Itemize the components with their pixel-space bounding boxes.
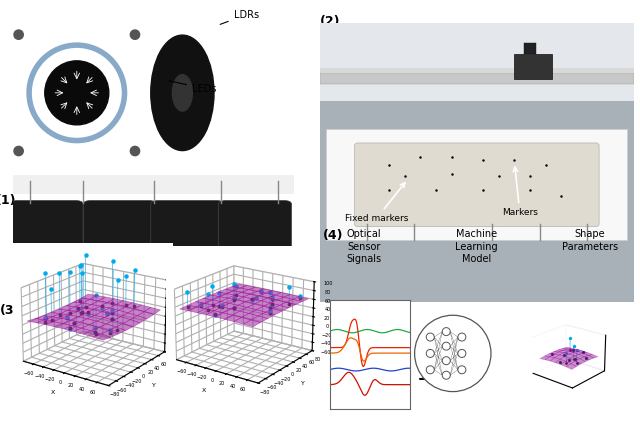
Bar	[13, 175, 294, 194]
Bar	[326, 129, 627, 241]
Circle shape	[442, 357, 451, 365]
Circle shape	[426, 333, 435, 341]
Circle shape	[458, 349, 466, 357]
Circle shape	[442, 371, 451, 379]
Circle shape	[426, 349, 435, 357]
FancyBboxPatch shape	[83, 200, 156, 261]
Text: Markers: Markers	[502, 167, 538, 217]
Circle shape	[426, 366, 435, 374]
Text: Machine
Learning
Model: Machine Learning Model	[456, 230, 498, 264]
Bar	[320, 73, 634, 84]
Circle shape	[442, 342, 451, 350]
Text: Optical
Sensor
Signals: Optical Sensor Signals	[346, 230, 381, 264]
Circle shape	[172, 75, 193, 111]
Text: (3): (3)	[0, 304, 20, 316]
Circle shape	[14, 146, 23, 156]
Circle shape	[151, 35, 214, 151]
Bar	[515, 54, 552, 79]
Text: LDRs: LDRs	[220, 10, 259, 24]
Circle shape	[458, 366, 466, 374]
FancyBboxPatch shape	[218, 200, 292, 261]
Text: Shape
Parameters: Shape Parameters	[562, 230, 618, 252]
Text: (1): (1)	[0, 194, 17, 207]
FancyBboxPatch shape	[151, 200, 224, 261]
Text: (2): (2)	[320, 15, 340, 27]
X-axis label: X: X	[51, 390, 55, 395]
Bar	[320, 68, 634, 73]
Text: Fixed markers: Fixed markers	[345, 183, 408, 223]
FancyBboxPatch shape	[355, 143, 599, 227]
Ellipse shape	[415, 315, 491, 392]
X-axis label: X: X	[202, 389, 207, 393]
Circle shape	[442, 327, 451, 335]
Y-axis label: Y: Y	[301, 381, 305, 386]
Circle shape	[14, 30, 23, 39]
Bar	[524, 43, 536, 54]
FancyBboxPatch shape	[10, 200, 83, 261]
Bar	[320, 101, 634, 302]
Bar	[320, 23, 634, 101]
Circle shape	[45, 61, 109, 125]
Text: (4): (4)	[323, 230, 344, 243]
Text: LEDs: LEDs	[169, 81, 216, 94]
Circle shape	[131, 30, 140, 39]
Circle shape	[131, 146, 140, 156]
Circle shape	[458, 333, 466, 341]
Y-axis label: Y: Y	[152, 383, 156, 388]
